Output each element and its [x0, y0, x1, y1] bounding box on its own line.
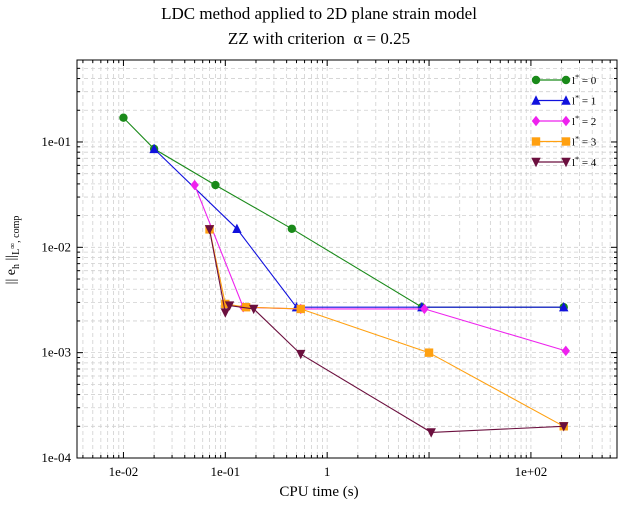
data-point	[204, 225, 215, 235]
y-label-main: || e	[4, 269, 20, 285]
chart-subtitle: ZZ with criterion α = 0.25	[227, 29, 411, 48]
chart-title: LDC method applied to 2D plane strain mo…	[161, 4, 477, 23]
data-point	[220, 308, 231, 318]
data-point	[561, 345, 570, 357]
data-point	[420, 303, 429, 315]
data-point	[149, 143, 159, 154]
legend-marker	[561, 95, 571, 105]
legend-marker	[561, 157, 571, 168]
series-3	[205, 225, 568, 431]
legend: l* = 0 l* = 1 l* = 2 l* = 3 l* = 4	[531, 73, 597, 170]
x-tick-label: 1e-02	[109, 464, 139, 479]
legend-marker	[531, 95, 541, 105]
data-point	[424, 348, 434, 357]
series-0	[119, 113, 568, 312]
y-label-sup: ∞	[7, 242, 17, 249]
legend-label: l* = 3	[572, 134, 597, 149]
y-label-mid: ||	[4, 254, 20, 265]
series-2	[190, 179, 570, 357]
legend-marker	[531, 137, 541, 146]
y-label-sub-h: h	[10, 264, 22, 270]
y-tick-label: 1e-01	[41, 134, 71, 149]
y-axis-label: || eh ||L∞, comp	[4, 216, 22, 285]
data-point	[119, 113, 128, 122]
data-point	[287, 224, 297, 233]
plot-frame	[76, 59, 618, 459]
x-axis-label: CPU time (s)	[279, 484, 359, 500]
data-point	[221, 299, 230, 309]
series-group	[119, 113, 570, 438]
data-point	[296, 349, 306, 360]
legend-marker	[561, 137, 571, 146]
y-label-sub-l: L	[10, 248, 22, 255]
y-tick-label: 1e-04	[41, 450, 71, 465]
legend-marker	[561, 75, 571, 85]
legend-label: l* = 0	[572, 73, 597, 88]
series-line-3	[208, 229, 564, 427]
y-label-sub-comp: , comp	[10, 215, 22, 243]
data-point	[211, 180, 220, 190]
data-point	[190, 179, 199, 191]
x-tick-label: 1e+02	[515, 464, 548, 479]
legend-label: l* = 2	[572, 114, 596, 129]
legend-marker	[561, 115, 571, 127]
y-tick-label: 1e-03	[41, 345, 71, 360]
y-tick-label: 1e-02	[41, 239, 71, 254]
x-tick-label: 1	[324, 464, 331, 479]
legend-marker	[531, 157, 541, 168]
legend-marker	[531, 75, 541, 85]
x-tick-label: 1e-01	[211, 464, 241, 479]
data-point	[241, 303, 251, 312]
series-line-2	[194, 184, 566, 352]
data-point	[426, 428, 436, 438]
legend-label: l* = 1	[572, 93, 596, 108]
series-4	[204, 225, 569, 438]
legend-marker	[531, 115, 541, 127]
data-point	[559, 302, 569, 312]
legend-label: l* = 4	[572, 155, 597, 170]
data-point	[232, 223, 242, 233]
data-point	[559, 422, 569, 432]
data-point	[296, 304, 305, 314]
data-point	[224, 301, 235, 311]
series-line-4	[208, 229, 564, 433]
data-point	[249, 304, 259, 315]
